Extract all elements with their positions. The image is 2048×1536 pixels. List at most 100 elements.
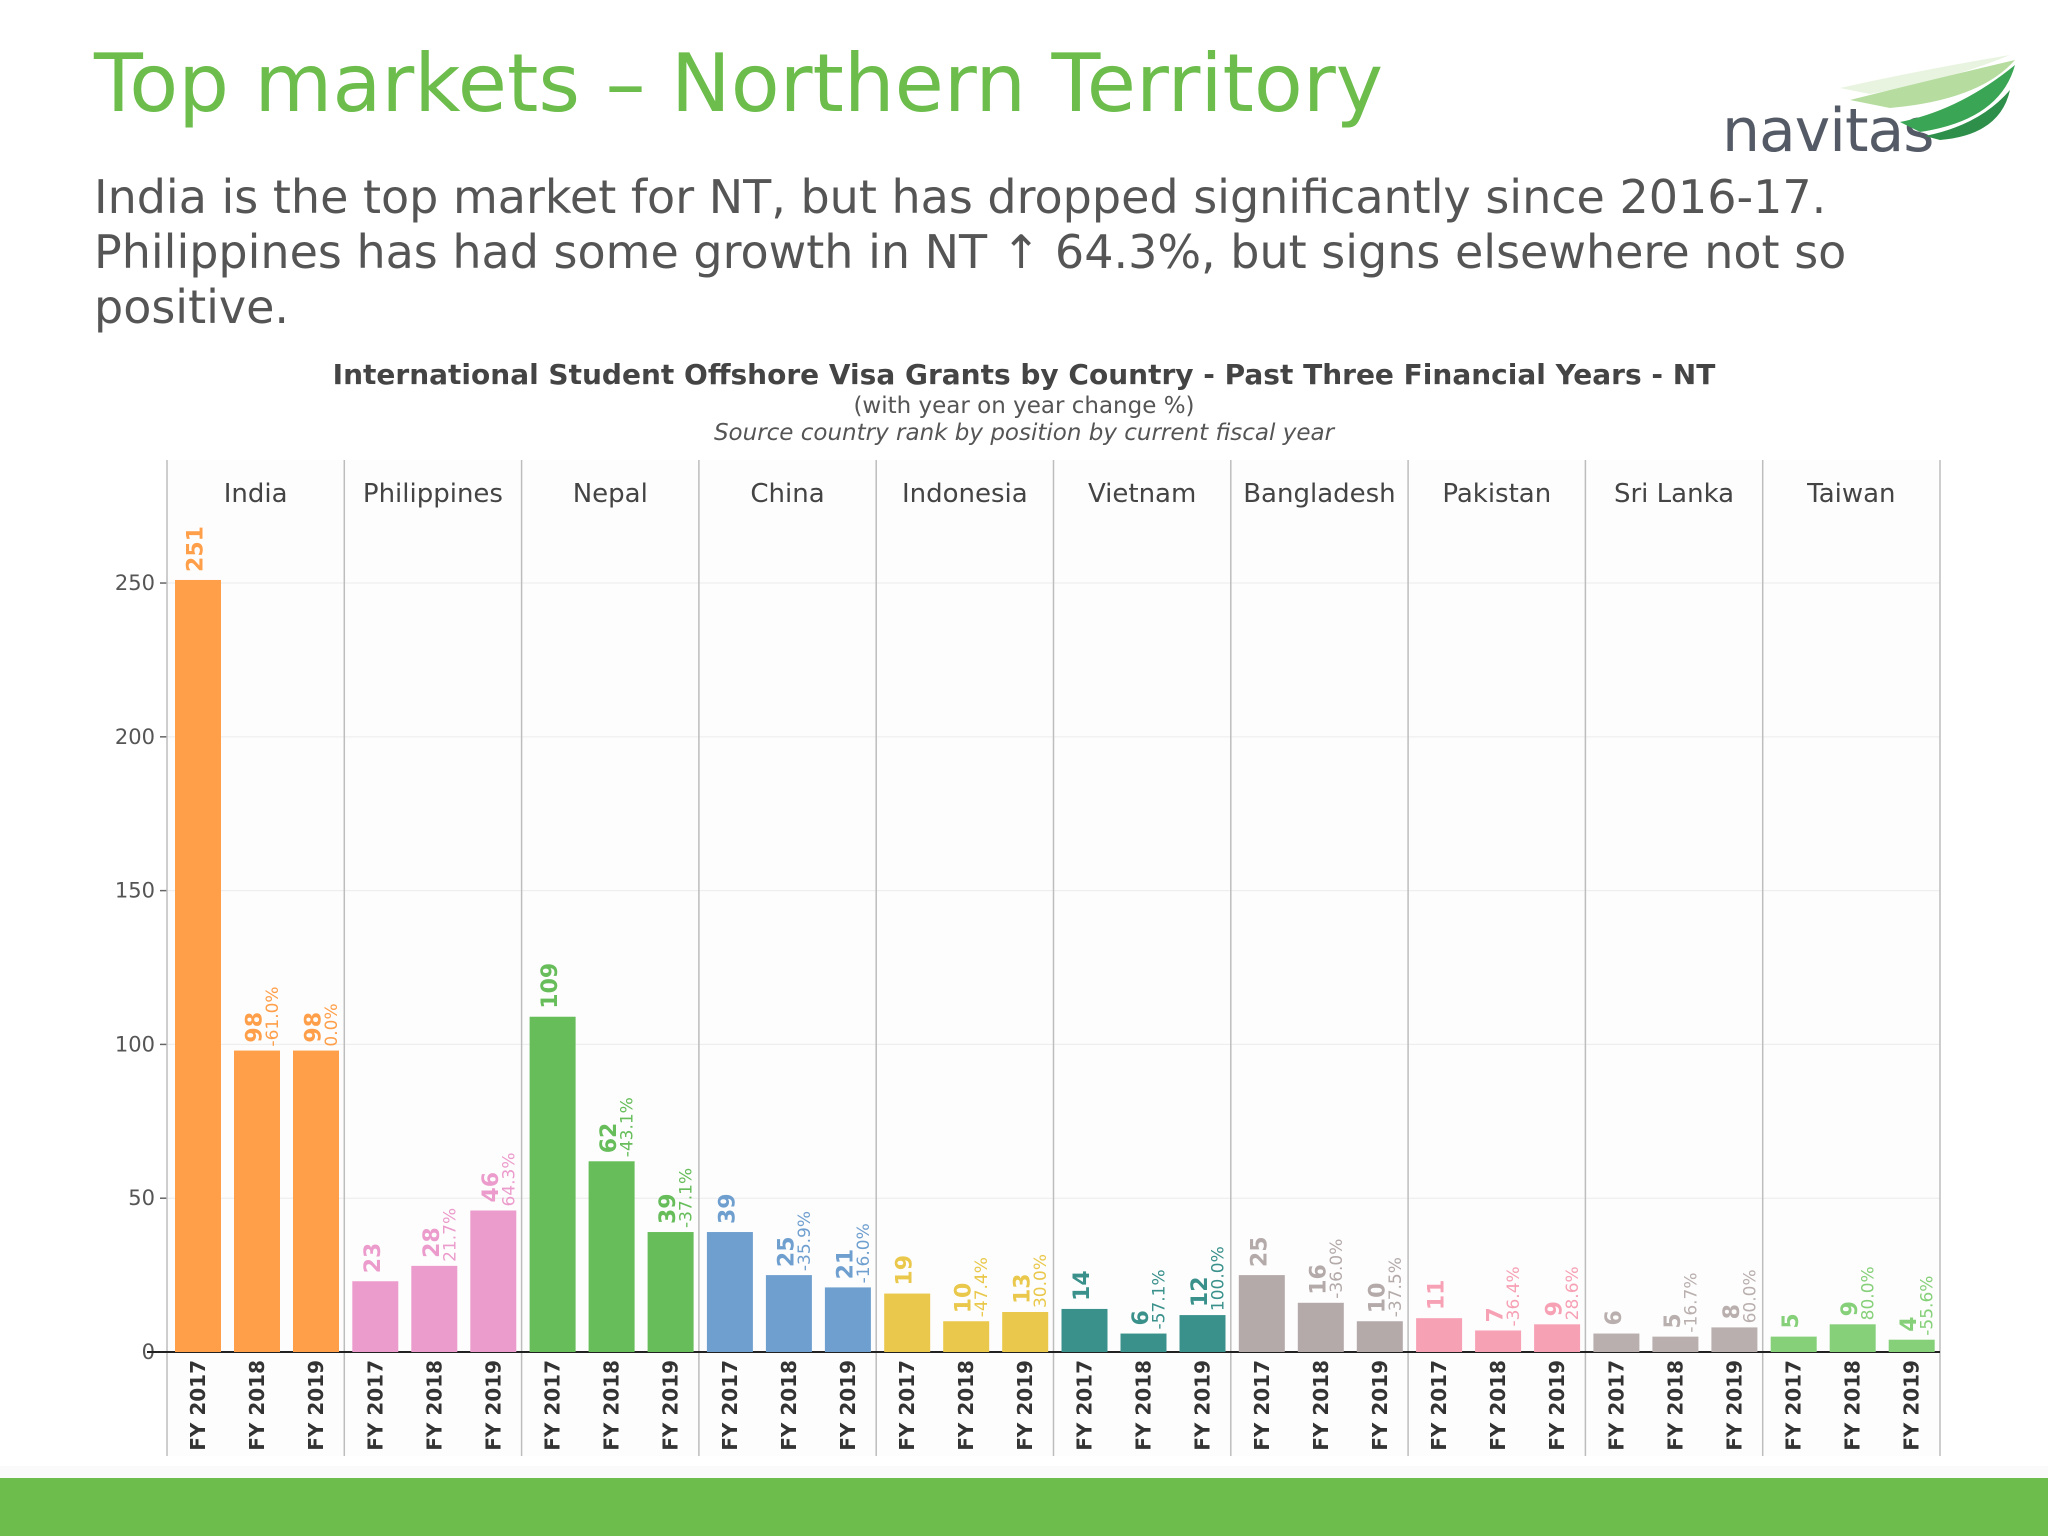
x-tick-label: FY 2019 <box>1900 1360 1924 1451</box>
bar-change-label: -47.4% <box>972 1257 992 1317</box>
x-tick-label: FY 2019 <box>304 1360 328 1451</box>
x-tick-label: FY 2018 <box>422 1360 446 1451</box>
x-tick-label: FY 2017 <box>1427 1360 1451 1451</box>
group-label-bangladesh: Bangladesh <box>1243 479 1395 509</box>
x-tick-label: FY 2017 <box>895 1360 919 1451</box>
y-tick-label: 100 <box>115 1032 155 1056</box>
bar-value-label: 11 <box>1425 1280 1450 1311</box>
x-tick-label: FY 2019 <box>1368 1360 1392 1451</box>
bar <box>1061 1308 1108 1352</box>
bar-value-label: 25 <box>774 1236 799 1267</box>
bar-value-label: 25 <box>1247 1236 1272 1267</box>
bar-change-label: -16.7% <box>1681 1272 1701 1332</box>
bar <box>884 1293 931 1352</box>
bar <box>1593 1333 1640 1352</box>
bar-change-label: -61.0% <box>263 986 283 1046</box>
x-tick-label: FY 2018 <box>1663 1360 1687 1451</box>
bar-value-label: 9 <box>1838 1301 1863 1316</box>
bar <box>588 1161 635 1352</box>
bar <box>1475 1330 1522 1352</box>
y-tick-label: 150 <box>115 879 155 903</box>
x-tick-label: FY 2018 <box>777 1360 801 1451</box>
bar <box>470 1210 517 1352</box>
bar <box>1770 1336 1817 1352</box>
group-label-vietnam: Vietnam <box>1088 479 1196 509</box>
x-tick-label: FY 2019 <box>1013 1360 1037 1451</box>
slide-subtitle: India is the top market for NT, but has … <box>94 170 1847 334</box>
bar-change-label: -37.1% <box>677 1168 697 1228</box>
bar-change-label: -37.5% <box>1386 1257 1406 1317</box>
bar-value-label: 46 <box>479 1172 504 1203</box>
bar-change-label: -35.9% <box>795 1211 815 1271</box>
bar-change-label: -36.4% <box>1504 1266 1524 1326</box>
x-tick-label: FY 2019 <box>1545 1360 1569 1451</box>
bar-value-label: 8 <box>1720 1304 1745 1319</box>
chart-source-note: Source country rank by position by curre… <box>713 420 1335 446</box>
bar <box>1120 1333 1167 1352</box>
bar-value-label: 14 <box>1070 1270 1095 1301</box>
bar <box>1238 1275 1285 1352</box>
bar-value-label: 251 <box>184 526 209 572</box>
x-tick-label: FY 2019 <box>481 1360 505 1451</box>
y-tick-label: 200 <box>115 725 155 749</box>
bar-change-label: 0.0% <box>322 1003 342 1046</box>
x-tick-label: FY 2017 <box>1604 1360 1628 1451</box>
bar-value-label: 12 <box>1188 1276 1213 1307</box>
group-label-sri-lanka: Sri Lanka <box>1614 479 1734 509</box>
bar-change-label: 100.0% <box>1209 1246 1229 1311</box>
bar-value-label: 98 <box>243 1012 268 1043</box>
bar-value-label: 7 <box>1484 1307 1509 1322</box>
x-tick-label: FY 2018 <box>954 1360 978 1451</box>
bar-value-label: 28 <box>420 1227 445 1258</box>
group-label-philippines: Philippines <box>363 479 503 509</box>
bar <box>1711 1327 1758 1352</box>
bar <box>765 1275 812 1352</box>
bar-value-label: 5 <box>1779 1313 1804 1328</box>
bar <box>824 1287 871 1352</box>
group-label-china: China <box>750 479 824 509</box>
bar-value-label: 5 <box>1661 1313 1686 1328</box>
bar-change-label: -16.0% <box>854 1223 874 1283</box>
bar <box>706 1232 753 1352</box>
x-tick-label: FY 2017 <box>1073 1360 1097 1451</box>
bar-change-label: 30.0% <box>1031 1254 1051 1308</box>
x-tick-label: FY 2019 <box>1722 1360 1746 1451</box>
bar-change-label: -36.0% <box>1327 1239 1347 1299</box>
group-label-nepal: Nepal <box>573 479 648 509</box>
bar-value-label: 4 <box>1897 1316 1922 1331</box>
bar-change-label: -55.6% <box>1918 1276 1938 1336</box>
bar-value-label: 109 <box>538 963 563 1009</box>
x-tick-label: FY 2019 <box>836 1360 860 1451</box>
x-tick-label: FY 2017 <box>1782 1360 1806 1451</box>
bar-value-label: 23 <box>361 1243 386 1274</box>
x-tick-label: FY 2018 <box>1841 1360 1865 1451</box>
bar <box>1179 1315 1226 1352</box>
y-tick-label: 250 <box>115 571 155 595</box>
footer-bar <box>0 1478 2048 1536</box>
bar <box>943 1321 990 1352</box>
bar-change-label: 28.6% <box>1563 1266 1583 1320</box>
bar-value-label: 21 <box>833 1249 858 1280</box>
bar <box>529 1016 576 1352</box>
bar-value-label: 16 <box>1306 1264 1331 1295</box>
bar <box>1356 1321 1403 1352</box>
x-tick-label: FY 2017 <box>1250 1360 1274 1451</box>
bar-value-label: 39 <box>656 1193 681 1224</box>
bar <box>293 1050 339 1352</box>
bar-value-label: 6 <box>1129 1310 1154 1325</box>
group-label-indonesia: Indonesia <box>902 479 1028 509</box>
bar <box>1297 1302 1344 1352</box>
bar-change-label: 80.0% <box>1859 1266 1879 1320</box>
x-tick-label: FY 2018 <box>1309 1360 1333 1451</box>
x-tick-label: FY 2019 <box>1191 1360 1215 1451</box>
chart-title: International Student Offshore Visa Gran… <box>332 358 1716 391</box>
x-tick-label: FY 2018 <box>245 1360 269 1451</box>
bar-value-label: 62 <box>597 1123 622 1154</box>
x-tick-label: FY 2017 <box>718 1360 742 1451</box>
bar <box>1002 1312 1049 1352</box>
navitas-logo: navitas <box>1720 50 2020 166</box>
logo-wordmark: navitas <box>1722 96 1935 166</box>
bar <box>1652 1336 1699 1352</box>
bar-value-label: 9 <box>1543 1301 1568 1316</box>
